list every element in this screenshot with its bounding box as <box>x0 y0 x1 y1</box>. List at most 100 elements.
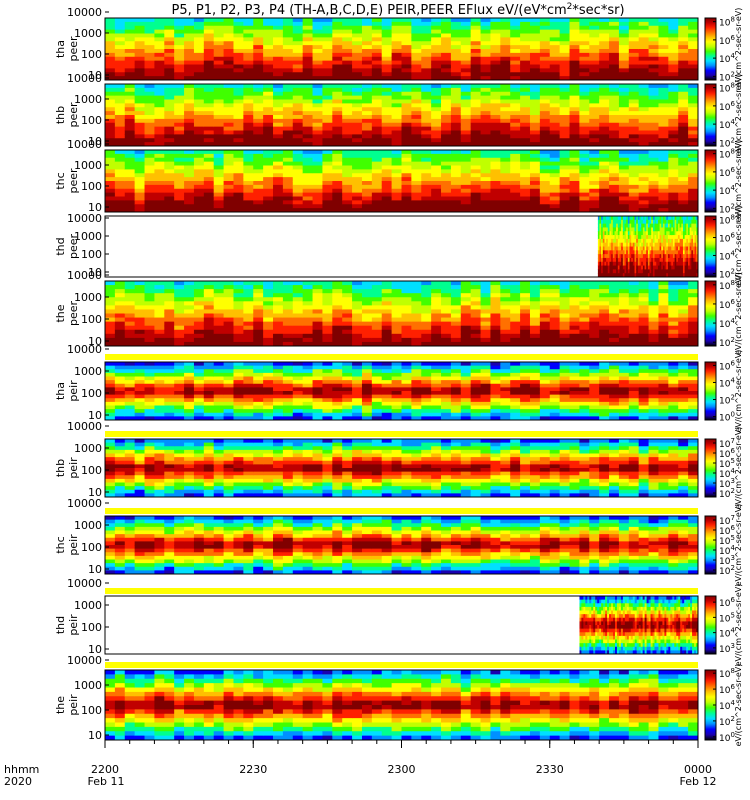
y-tick-label: 10 <box>88 335 102 348</box>
colorbar-unit-label: eV/(cm^2-sec-sr-eV) <box>734 140 743 223</box>
panel-probe-label: tha <box>54 40 67 58</box>
colorbar-unit-label: eV/(cm^2-sec-sr-eV) <box>734 272 743 355</box>
y-tick-label: 10000 <box>67 654 102 667</box>
panel-species-label: peir <box>67 694 80 716</box>
colorbar-tick-label: 106 <box>719 447 735 460</box>
x-tick-label: 0000 <box>684 763 712 776</box>
panel-species-label: peir <box>67 614 80 636</box>
colorbar-tick-label: 107 <box>719 514 735 527</box>
y-tick-label: 10000 <box>67 577 102 590</box>
colorbar-tick-label: 102 <box>719 336 735 349</box>
y-tick-label: 10 <box>88 643 102 656</box>
y-tick-label: 100 <box>81 621 102 634</box>
colorbar-tick-label: 105 <box>719 611 735 624</box>
spectrogram-image <box>105 362 698 420</box>
y-tick-label: 100 <box>81 313 102 326</box>
y-tick-label: 1000 <box>74 679 102 692</box>
plot-frame <box>104 215 699 278</box>
figure-title: P5, P1, P2, P3, P4 (TH-A,B,C,D,E) PEIR,P… <box>171 2 624 18</box>
colorbar-tick-label: 102 <box>719 70 735 83</box>
colorbar-tick-label: 104 <box>719 544 735 557</box>
panel-thc-peer: 10000 1000 100 10 thc peer 108 106 104 102 eV/(cm^… <box>54 138 743 222</box>
y-tick-label: 10000 <box>67 138 102 151</box>
flag-band <box>105 662 698 668</box>
colorbar-unit-label: eV/(cm^2-sec-sr-eV) <box>734 664 743 747</box>
y-tick-label: 10 <box>88 409 102 422</box>
y-tick-label: 1000 <box>74 159 102 172</box>
y-tick-label: 10000 <box>67 212 102 225</box>
y-tick-label: 1000 <box>74 599 102 612</box>
colorbar-tick-label: 104 <box>719 249 735 262</box>
panel-thd-peir: 10000 1000 100 10 thd peir 106 105 104 103 eV/(cm^… <box>54 577 743 666</box>
colorbar-tick-label: 102 <box>719 715 735 728</box>
colorbar-tick-label: 102 <box>719 267 735 280</box>
colorbar-unit-label: eV/(cm^2-sec-sr-eV) <box>734 205 743 288</box>
spectrogram-image <box>597 216 699 277</box>
plot-frame <box>104 515 699 575</box>
colorbar-unit-label: eV/(cm^2-sec-sr-eV) <box>734 504 743 587</box>
colorbar-tick-label: 106 <box>719 100 735 113</box>
y-tick-label: 10000 <box>67 269 102 282</box>
colorbar-tick-label: 104 <box>719 118 735 131</box>
colorbar-tick-label: 103 <box>719 554 735 567</box>
time-axis: hhmm 2020 Feb 11 Feb 12 2200 2230 2300 2330… <box>4 740 716 788</box>
x-tick-label: 2300 <box>388 763 416 776</box>
panel-probe-label: the <box>54 696 67 714</box>
colorbar-unit-label: eV/(cm^2-sec-sr-eV) <box>734 584 743 667</box>
colorbar-tick-label: 105 <box>719 457 735 470</box>
panel-species-label: peer <box>67 168 80 194</box>
x-tick-label: 2230 <box>239 763 267 776</box>
panel-species-label: peir <box>67 457 80 479</box>
plot-frame <box>104 438 699 498</box>
panel-probe-label: tha <box>54 382 67 400</box>
panel-probe-label: thd <box>54 237 67 255</box>
flag-band <box>105 588 698 594</box>
y-tick-label: 10 <box>88 563 102 576</box>
colorbar <box>704 149 717 213</box>
colorbar-tick-label: 104 <box>719 699 735 712</box>
x-date-start: Feb 11 <box>88 775 125 788</box>
colorbar-tick-label: 104 <box>719 317 735 330</box>
panel-species-label: peir <box>67 380 80 402</box>
colorbar <box>704 595 717 655</box>
y-tick-label: 10000 <box>67 420 102 433</box>
colorbar-tick-label: 103 <box>719 477 735 490</box>
y-tick-label: 10000 <box>67 343 102 356</box>
plot-frame <box>104 361 699 421</box>
colorbar-tick-label: 108 <box>719 16 735 29</box>
y-tick-label: 10000 <box>67 497 102 510</box>
colorbar-tick-label: 102 <box>719 136 735 149</box>
panel-probe-label: thc <box>54 536 67 553</box>
colorbar-tick-label: 108 <box>719 214 735 227</box>
panel-thd-peer: 10000 1000 100 10 thd peer 108 106 104 102 eV/(cm^… <box>54 205 743 288</box>
spectrogram-image <box>105 150 698 212</box>
colorbar <box>704 215 717 278</box>
colorbar <box>704 438 717 498</box>
colorbar-tick-label: 106 <box>719 34 735 47</box>
colorbar <box>704 280 717 347</box>
colorbar-unit-label: eV/(cm^2-sec-sr-eV) <box>734 427 743 510</box>
y-tick-label: 100 <box>81 180 102 193</box>
colorbar-tick-label: 106 <box>719 596 735 609</box>
colorbar-tick-label: 107 <box>719 437 735 450</box>
panel-probe-label: thb <box>54 459 67 477</box>
colorbar-tick-label: 106 <box>719 524 735 537</box>
colorbar <box>704 515 717 575</box>
y-tick-label: 1000 <box>74 442 102 455</box>
x-label-hhmm: hhmm <box>4 763 39 776</box>
plot-frame <box>104 83 699 147</box>
panel-species-label: peer <box>67 102 80 128</box>
panel-species-label: peer <box>67 301 80 327</box>
colorbar-tick-label: 104 <box>719 184 735 197</box>
panel-species-label: peer <box>67 234 80 260</box>
y-tick-label: 100 <box>81 248 102 261</box>
panel-the-peer: 10000 1000 100 10 the peer 108 106 104 102 eV/(cm^… <box>54 269 743 355</box>
colorbar-tick-label: 102 <box>719 394 735 407</box>
x-date-end: Feb 12 <box>680 775 717 788</box>
colorbar-tick-label: 106 <box>719 232 735 245</box>
colorbar-tick-label: 108 <box>719 667 735 680</box>
y-tick-label: 1000 <box>74 230 102 243</box>
